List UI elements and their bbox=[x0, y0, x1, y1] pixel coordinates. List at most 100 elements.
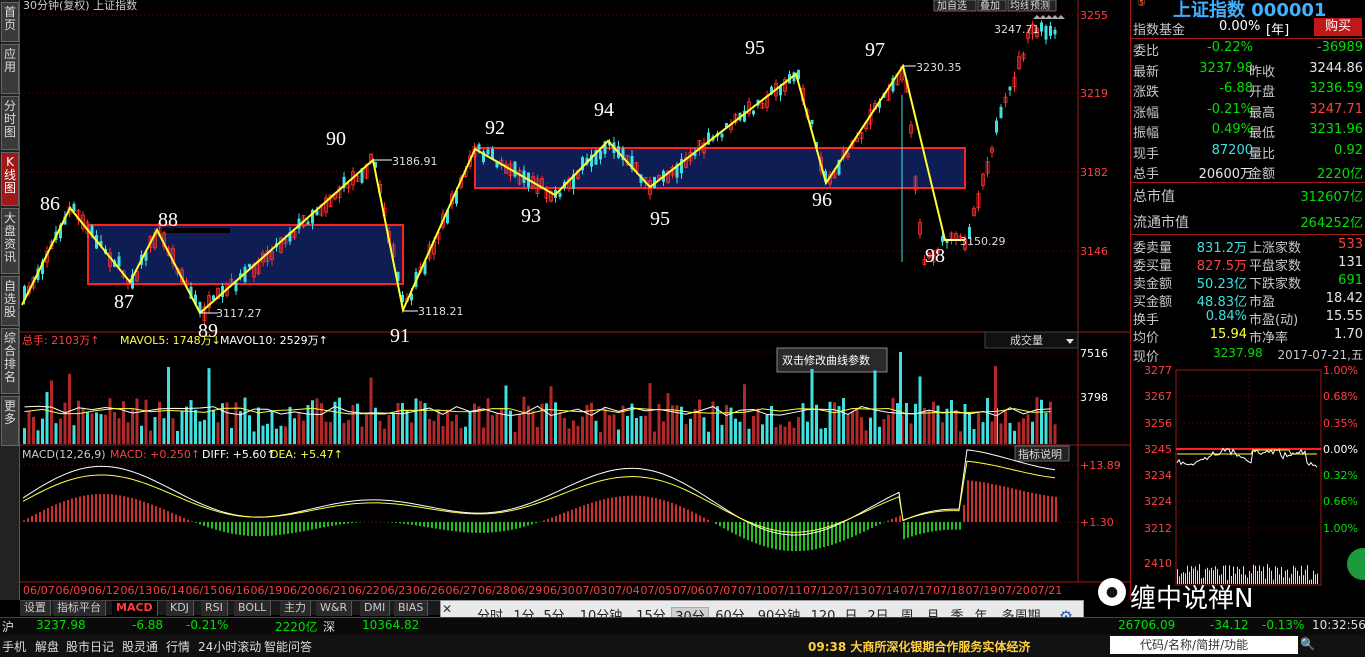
link-analysis[interactable]: 解盘 bbox=[35, 640, 60, 654]
indicator-dropdown[interactable] bbox=[984, 331, 1079, 349]
tab-rsi[interactable]: RSI bbox=[201, 601, 228, 616]
tab-dmi[interactable]: DMI bbox=[360, 601, 391, 616]
macd-bar bbox=[1019, 490, 1021, 522]
tab-macd[interactable]: MACD bbox=[112, 601, 158, 616]
tab-ranking[interactable]: 综合排名 bbox=[1, 328, 19, 394]
macd-bar bbox=[947, 522, 949, 530]
macd-bar bbox=[679, 506, 681, 522]
macd-bar bbox=[999, 485, 1001, 522]
mini-volume-bar bbox=[1299, 575, 1300, 584]
tab-settings[interactable]: 设置 bbox=[20, 601, 51, 616]
predict-button[interactable] bbox=[1027, 0, 1057, 12]
link-gulingtong[interactable]: 股灵通 bbox=[122, 640, 159, 654]
candle-body bbox=[1030, 23, 1035, 35]
float-badge[interactable] bbox=[1347, 548, 1365, 580]
price-label: 3230.35 bbox=[916, 61, 962, 74]
link-24h[interactable]: 24小时滚动 bbox=[198, 640, 262, 654]
tab-boll[interactable]: BOLL bbox=[234, 601, 272, 616]
tab-indicator-platform[interactable]: 指标平台 bbox=[53, 601, 106, 616]
chart-area[interactable]: 30分钟(复权) 上证指数 加自选 叠加 均线 预测 3255 3219 318… bbox=[20, 0, 1130, 600]
volume-bar bbox=[239, 411, 242, 444]
tab-market-news[interactable]: 大盘资讯 bbox=[1, 208, 19, 274]
macd-bar bbox=[215, 522, 217, 530]
quote-label: 涨跌 bbox=[1133, 85, 1160, 100]
volume-bar bbox=[306, 405, 310, 444]
tab-kdj[interactable]: KDJ bbox=[166, 601, 194, 616]
link-qa[interactable]: 智能问答 bbox=[264, 640, 313, 654]
macd-bar bbox=[639, 495, 641, 522]
candle-body bbox=[918, 222, 922, 235]
stat-value: 0.84% bbox=[1205, 309, 1247, 324]
macd-bar bbox=[223, 522, 225, 532]
news-ticker[interactable]: 09:38 大商所深化银期合作服务实体经济 bbox=[808, 640, 1031, 654]
tab-kline[interactable]: K线图 bbox=[1, 152, 19, 206]
volume-bar bbox=[396, 403, 400, 444]
volume-bar bbox=[990, 421, 994, 444]
overlay-button[interactable] bbox=[977, 0, 1007, 12]
volume-bar bbox=[891, 398, 895, 444]
tab-more[interactable]: 更多 bbox=[1, 396, 19, 446]
tab-wr[interactable]: W&R bbox=[316, 601, 353, 616]
close-icon[interactable]: ✕ bbox=[442, 602, 453, 616]
quote-title: 上证指数 000001 bbox=[1173, 0, 1327, 21]
candle-body bbox=[1026, 32, 1030, 39]
macd-bar bbox=[687, 509, 689, 522]
macd-bar bbox=[783, 522, 785, 551]
volume-bar bbox=[720, 424, 724, 444]
add-watch-button[interactable] bbox=[933, 0, 977, 12]
volume-bar bbox=[531, 410, 535, 444]
quote-label: 量比 bbox=[1249, 146, 1276, 162]
macd-bar bbox=[599, 500, 601, 522]
macd-bar bbox=[391, 522, 393, 523]
fund-unit: [年] bbox=[1266, 23, 1290, 38]
mini-volume-bar bbox=[1237, 566, 1238, 584]
mini-volume-bar bbox=[1179, 576, 1180, 584]
mini-volume-bar bbox=[1243, 566, 1244, 584]
volume-bar bbox=[428, 418, 431, 444]
volume-bar bbox=[86, 412, 89, 444]
link-diary[interactable]: 股市日记 bbox=[66, 640, 115, 654]
stat-value: 131 bbox=[1338, 255, 1363, 270]
volume-bar bbox=[662, 421, 665, 444]
volume-bar bbox=[27, 411, 31, 444]
volume-bar bbox=[432, 420, 436, 444]
link-mobile[interactable]: 手机 bbox=[2, 640, 27, 654]
link-quotes[interactable]: 行情 bbox=[166, 640, 191, 654]
candle-body bbox=[328, 194, 333, 208]
search-icon[interactable]: 🔍 bbox=[1300, 637, 1315, 651]
info-icon[interactable]: ⑤ bbox=[1137, 0, 1146, 9]
search-input[interactable]: 代码/名称/简拼/功能 bbox=[1110, 636, 1298, 654]
volume-bar bbox=[909, 423, 913, 444]
macd-bar bbox=[47, 507, 49, 522]
svg-text:成交量: 成交量 bbox=[1010, 333, 1043, 347]
macd-bar bbox=[299, 522, 301, 532]
volume-bar bbox=[270, 410, 274, 444]
vol-tick: 7516 bbox=[1080, 347, 1108, 360]
candle-body bbox=[360, 168, 364, 183]
volume-bar bbox=[104, 414, 107, 444]
volume-bar bbox=[999, 423, 1003, 444]
volume-bar bbox=[131, 409, 134, 444]
macd-bar bbox=[267, 522, 269, 536]
stat-label: 市盈 bbox=[1249, 295, 1276, 310]
tab-main-force[interactable]: 主力 bbox=[280, 601, 311, 616]
macd-bar bbox=[775, 522, 777, 550]
volume-bar bbox=[54, 423, 58, 444]
volume-bar bbox=[23, 428, 26, 444]
volume-bar bbox=[630, 403, 634, 444]
buy-button[interactable]: 购买 bbox=[1314, 18, 1362, 36]
macd-bar bbox=[459, 522, 461, 532]
tab-apps[interactable]: 应用 bbox=[1, 44, 19, 94]
indicator-help-button[interactable] bbox=[1014, 445, 1070, 462]
candle-body bbox=[248, 264, 251, 268]
tab-watchlist[interactable]: 自选股 bbox=[1, 276, 19, 326]
mini-pct-tick: 0.35% bbox=[1323, 417, 1358, 430]
macd-bar bbox=[603, 499, 605, 522]
tab-timeshare[interactable]: 分时图 bbox=[1, 96, 19, 150]
mini-volume-bar bbox=[1297, 570, 1298, 584]
tab-bias[interactable]: BIAS bbox=[394, 601, 429, 616]
volume-bar bbox=[788, 421, 791, 444]
macd-bar bbox=[695, 513, 697, 522]
tab-home[interactable]: 首页 bbox=[1, 2, 19, 42]
macd-bar bbox=[23, 520, 25, 522]
